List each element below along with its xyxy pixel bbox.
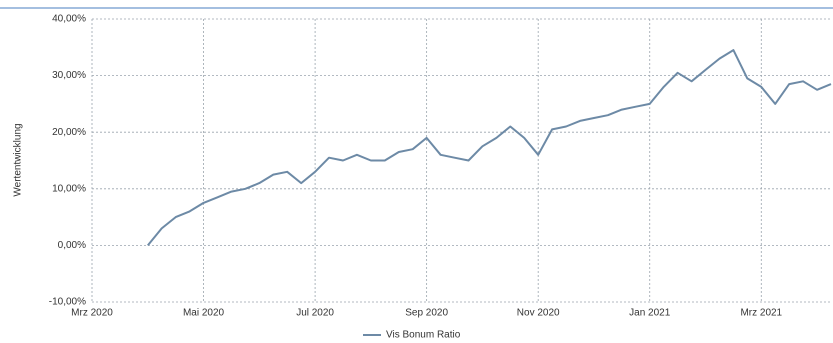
y-tick-label: -10,00% bbox=[49, 297, 86, 308]
x-tick-label: Sep 2020 bbox=[405, 308, 448, 319]
y-axis-label: Wertentwicklung bbox=[13, 123, 24, 196]
x-tick-label: Nov 2020 bbox=[517, 308, 560, 319]
x-tick-label: Mai 2020 bbox=[183, 308, 225, 319]
y-tick-label: 0,00% bbox=[58, 240, 86, 251]
x-tick-label: Jul 2020 bbox=[296, 308, 334, 319]
y-tick-label: 20,00% bbox=[52, 127, 86, 138]
x-tick-label: Mrz 2021 bbox=[740, 308, 782, 319]
x-tick-label: Mrz 2020 bbox=[71, 308, 113, 319]
y-tick-label: 10,00% bbox=[52, 183, 86, 194]
y-tick-label: 30,00% bbox=[52, 70, 86, 81]
y-tick-label: 40,00% bbox=[52, 14, 86, 25]
x-tick-label: Jan 2021 bbox=[629, 308, 671, 319]
data-line bbox=[147, 49, 832, 247]
legend-label: Vis Bonum Ratio bbox=[386, 330, 461, 341]
